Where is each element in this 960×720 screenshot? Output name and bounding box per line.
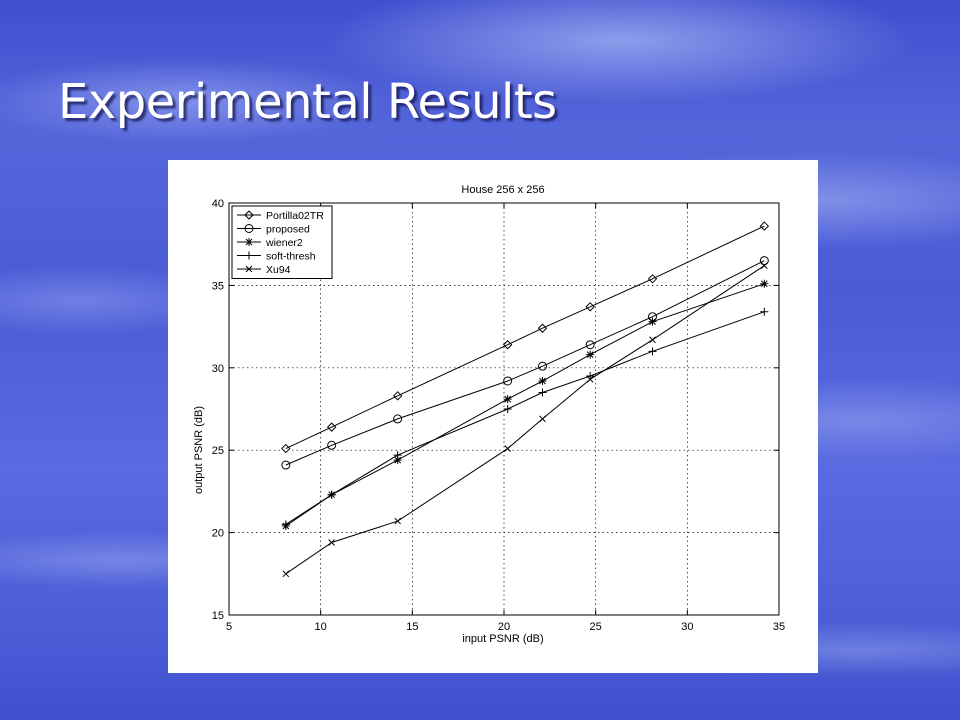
y-axis-label: output PSNR (dB) (193, 406, 205, 494)
star-marker (760, 279, 769, 288)
chart-title: House 256 x 256 (461, 184, 544, 196)
series-line (285, 265, 765, 575)
plus-marker (538, 388, 547, 397)
legend-item: soft-thresh (237, 251, 316, 263)
plus-marker (245, 251, 253, 260)
x-marker (245, 265, 253, 273)
star-marker (648, 317, 657, 326)
x-marker (394, 517, 402, 525)
diamond-marker (392, 391, 403, 401)
series-proposed (281, 256, 769, 470)
plus-marker (760, 307, 769, 316)
series-line (285, 311, 765, 525)
legend-item: wiener2 (237, 237, 303, 249)
x-marker (504, 445, 512, 452)
x-tick-label: 15 (406, 621, 418, 633)
series-line (285, 260, 765, 466)
x-marker (760, 262, 768, 269)
legend-label: soft-thresh (266, 251, 316, 263)
plus-marker (281, 520, 290, 529)
circle-marker (538, 361, 547, 371)
diamond-marker (326, 422, 337, 432)
x-axis-label: input PSNR (dB) (462, 633, 543, 645)
series-soft-thresh (281, 307, 769, 529)
series-portilla02tr (281, 221, 770, 454)
star-marker (586, 350, 595, 359)
diamond-marker (281, 443, 291, 454)
circle-marker (585, 340, 595, 350)
y-tick-label: 40 (212, 198, 224, 210)
diamond-marker (244, 210, 254, 220)
star-marker (538, 376, 547, 385)
series-wiener2 (281, 279, 769, 531)
diamond-marker (647, 274, 658, 284)
legend-item: Xu94 (237, 264, 291, 276)
y-tick-label: 20 (212, 528, 224, 540)
diamond-marker (537, 323, 548, 333)
series-group (281, 221, 770, 578)
star-marker (503, 395, 512, 404)
series-xu94 (282, 262, 768, 578)
circle-marker (281, 460, 291, 470)
slide-title: Experimental Results (58, 74, 557, 130)
x-marker (282, 570, 290, 578)
y-tick-label: 35 (212, 280, 224, 292)
circle-marker (503, 376, 513, 386)
plus-marker (648, 347, 657, 356)
x-marker (328, 539, 336, 546)
legend-label: Xu94 (266, 264, 291, 276)
x-tick-label: 30 (681, 621, 693, 633)
axis-ticks: 5 10 15 20 25 30 35 15 20 25 30 35 40 (212, 198, 785, 633)
x-marker (586, 375, 594, 383)
circle-marker (393, 414, 403, 424)
y-tick-label: 25 (212, 445, 224, 457)
series-line (285, 283, 765, 527)
x-tick-label: 5 (226, 621, 232, 633)
legend-label: Portilla02TR (266, 210, 324, 222)
star-marker (245, 238, 253, 246)
diamond-marker (502, 340, 513, 350)
y-tick-label: 15 (212, 610, 224, 622)
line-chart: 5 10 15 20 25 30 35 15 20 25 30 35 40 Portilla02TR pr… (193, 184, 785, 645)
x-tick-label: 35 (773, 621, 785, 633)
diamond-marker (585, 302, 595, 312)
figure-panel: 5 10 15 20 25 30 35 15 20 25 30 35 40 Portilla02TR pr… (168, 160, 818, 673)
circle-marker (327, 440, 337, 450)
x-tick-label: 10 (315, 621, 327, 633)
plus-marker (393, 451, 402, 460)
plus-marker (503, 405, 512, 413)
legend-item: Portilla02TR (237, 210, 324, 222)
circle-marker (244, 224, 254, 233)
x-marker (649, 336, 656, 344)
legend-label: proposed (266, 224, 310, 236)
x-marker (539, 415, 546, 423)
diamond-marker (759, 221, 770, 231)
circle-marker (759, 256, 769, 266)
legend-label: wiener2 (265, 237, 303, 249)
y-tick-label: 30 (212, 363, 224, 375)
grid (229, 203, 779, 615)
star-marker (393, 456, 402, 465)
plus-marker (327, 490, 336, 499)
x-tick-label: 25 (590, 621, 602, 633)
series-line (285, 225, 765, 450)
x-tick-label: 20 (498, 621, 510, 633)
legend-item: proposed (237, 224, 310, 236)
